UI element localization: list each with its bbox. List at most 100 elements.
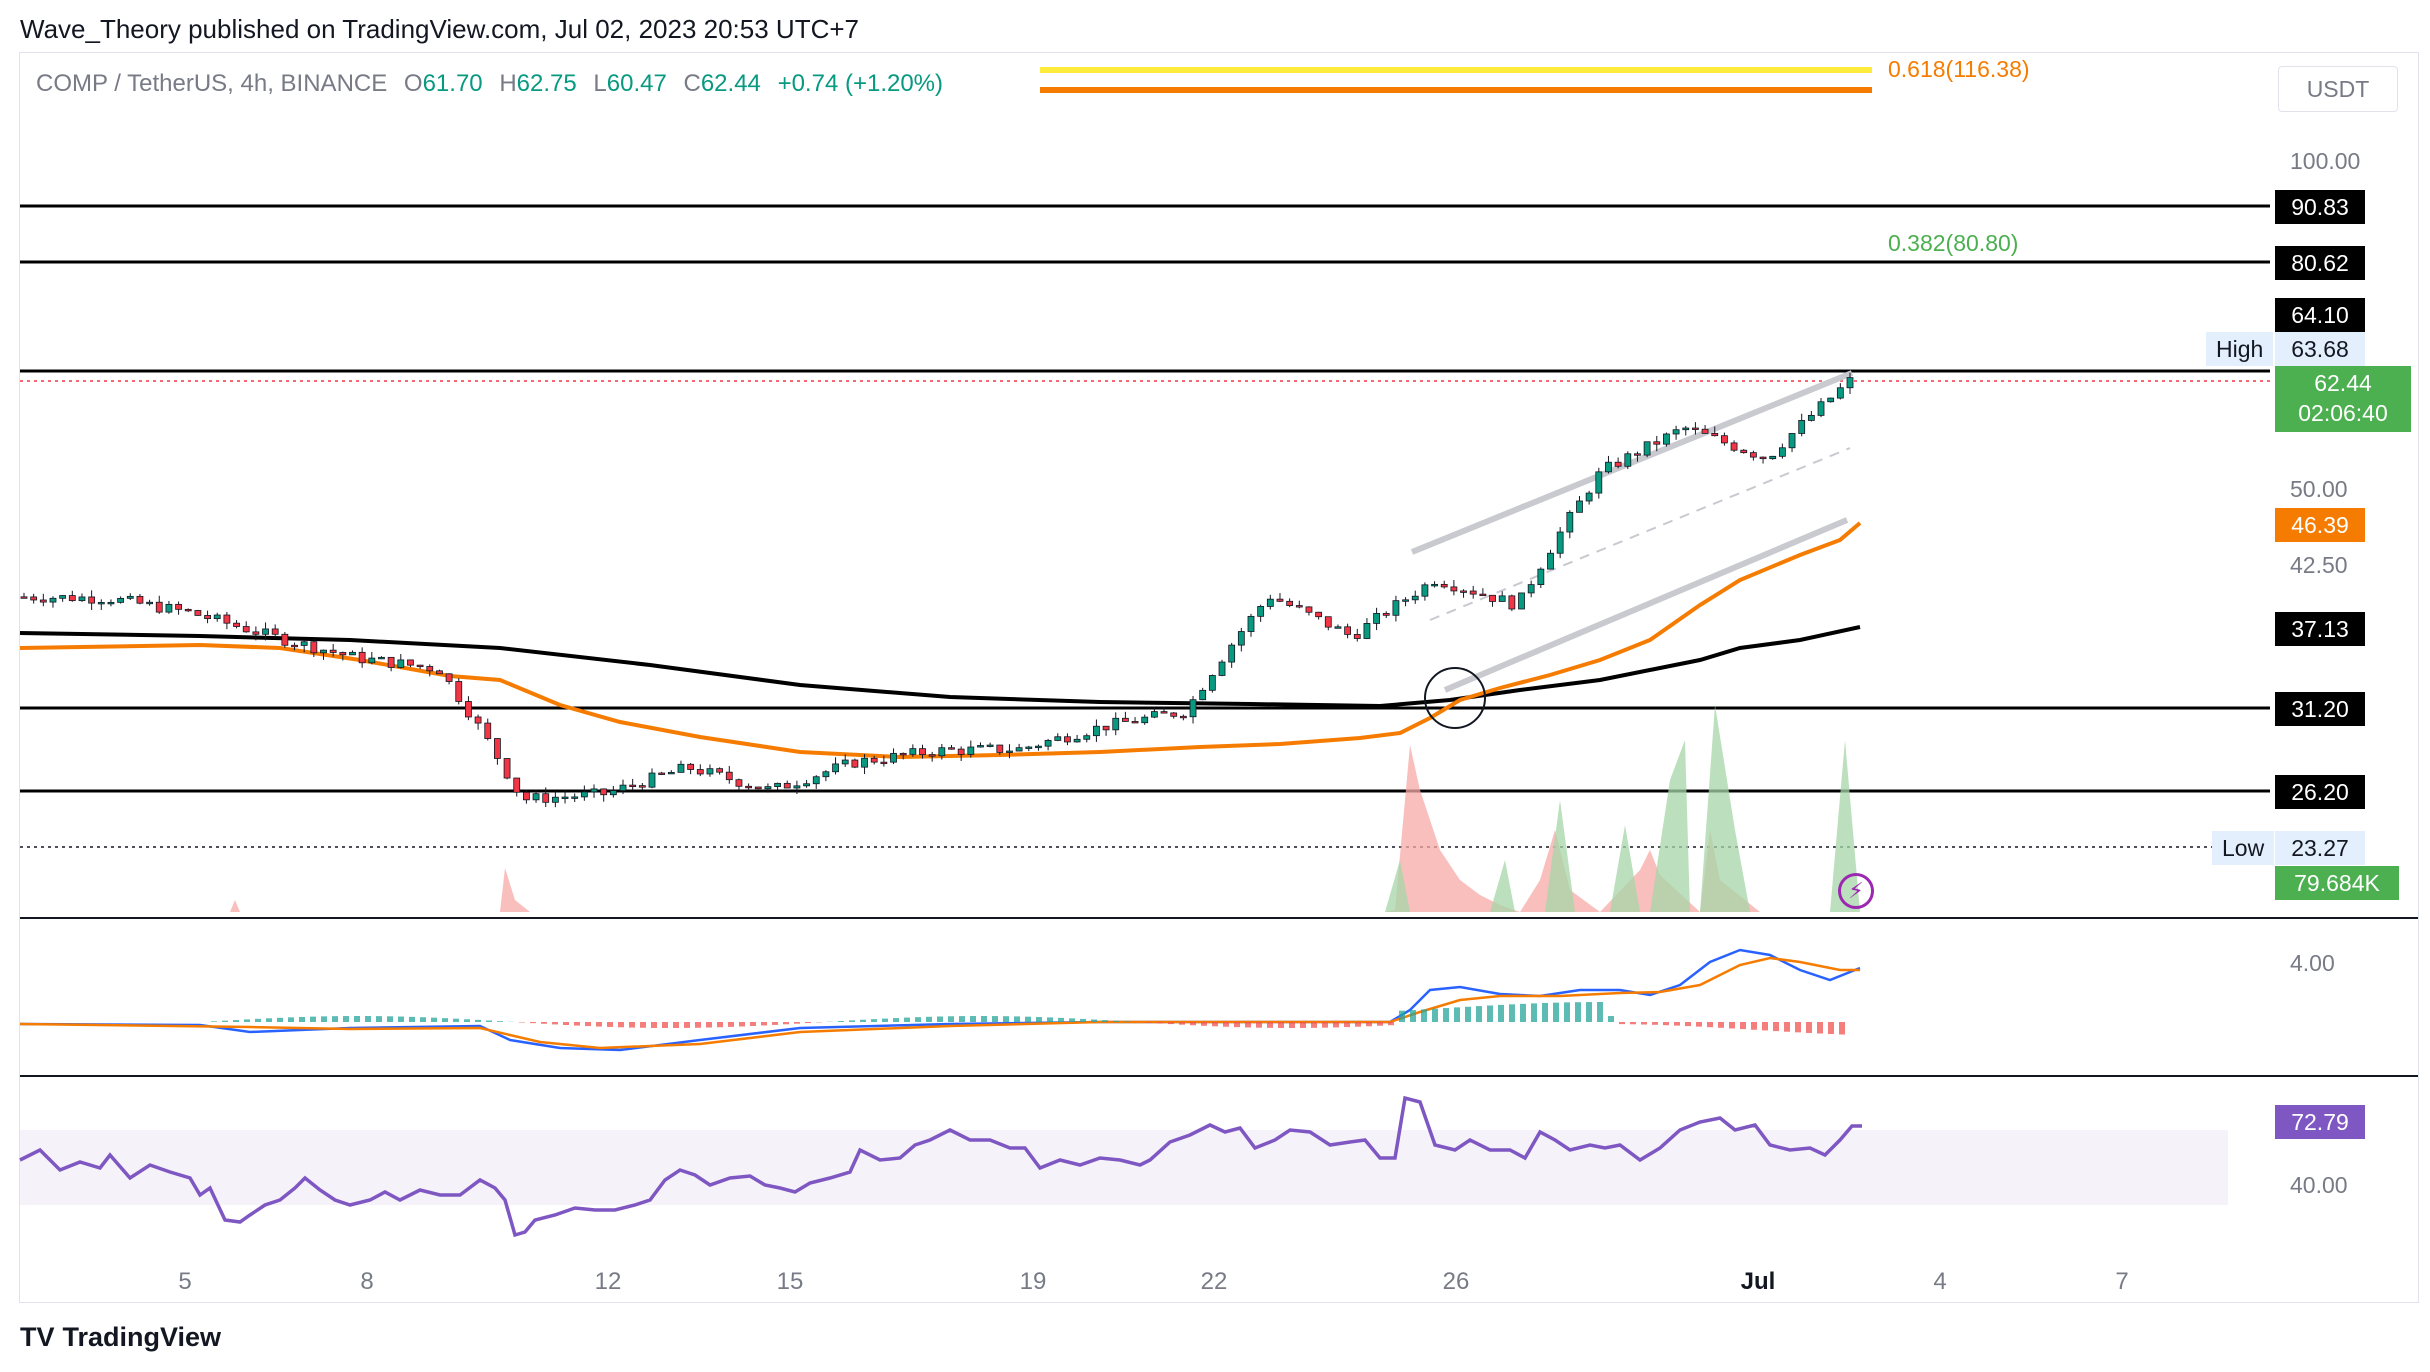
- macd-hist-bar: [1608, 1016, 1614, 1022]
- candle-body: [68, 595, 76, 602]
- candle-body: [39, 599, 47, 603]
- macd-hist-bar: [1817, 1022, 1823, 1034]
- macd-hist-bar: [706, 1022, 712, 1028]
- macd-hist-bar: [453, 1018, 459, 1022]
- candle-body: [1189, 699, 1197, 718]
- tradingview-logo[interactable]: TV TradingView: [20, 1322, 221, 1353]
- macd-hist-bar: [1509, 1004, 1515, 1022]
- macd-hist-bar: [211, 1021, 217, 1022]
- candle-body: [1807, 414, 1815, 421]
- macd-hist-bar: [838, 1021, 844, 1022]
- candle-body: [1044, 740, 1052, 747]
- lightning-bolt-icon[interactable]: ⚡: [1838, 873, 1874, 909]
- macd-hist-bar: [1564, 1002, 1570, 1022]
- macd-hist-bar: [1751, 1022, 1757, 1030]
- candle-body: [561, 796, 569, 799]
- candle-body: [948, 747, 955, 750]
- candle-body: [339, 652, 347, 656]
- macd-hist-bar: [871, 1019, 877, 1022]
- macd-hist-bar: [1190, 1022, 1196, 1026]
- candle-body: [300, 641, 308, 646]
- candle-body: [1305, 606, 1313, 613]
- candle-body: [165, 603, 173, 613]
- tradingview-logo-icon: TV: [20, 1322, 55, 1352]
- candle-body: [436, 670, 443, 675]
- candle-body: [1218, 661, 1226, 676]
- candle-body: [1054, 736, 1062, 741]
- macd-hist-bar: [805, 1022, 811, 1024]
- macd-hist-bar: [695, 1022, 701, 1028]
- macd-line: [19, 948, 1861, 1052]
- candle-body: [832, 763, 839, 773]
- candle-body: [1653, 441, 1661, 445]
- macd-hist-bar: [1146, 1022, 1152, 1023]
- candle-body: [1150, 711, 1158, 718]
- x-label-5: 5: [178, 1268, 192, 1295]
- close-label: C: [683, 70, 701, 97]
- candle-body: [1556, 531, 1564, 554]
- symbol-legend[interactable]: COMP / TetherUS, 4h, BINANCE O61.70 H62.…: [36, 70, 943, 98]
- macd-hist-bar: [629, 1022, 635, 1028]
- candle-body: [1382, 613, 1390, 616]
- macd-hist-bar: [1652, 1022, 1658, 1025]
- macd-hist-bar: [1399, 1010, 1405, 1022]
- candle-body: [1064, 736, 1071, 743]
- candle-body: [1624, 453, 1632, 467]
- high-label: H: [499, 70, 517, 97]
- macd-hist-bar: [1762, 1022, 1768, 1031]
- candle-body: [1266, 598, 1274, 607]
- macd-hist-bar: [1630, 1022, 1636, 1025]
- candle-body: [754, 786, 762, 790]
- x-label-7: 7: [2115, 1268, 2129, 1295]
- macd-hist-bar: [1454, 1007, 1460, 1022]
- candle-body: [378, 656, 385, 660]
- candle-body: [1614, 461, 1622, 467]
- price-tag-80.62: 80.62: [2275, 246, 2365, 280]
- candle-body: [1643, 441, 1651, 456]
- chart-frame[interactable]: [19, 52, 2419, 1303]
- candle-body: [1015, 747, 1023, 752]
- macd-hist-bar: [1696, 1022, 1702, 1027]
- candle-body: [1247, 615, 1255, 632]
- candle-body: [774, 782, 781, 788]
- macd-hist-bar: [552, 1022, 558, 1025]
- candle-body: [735, 779, 743, 787]
- macd-hist-bar: [1212, 1022, 1218, 1027]
- candle-body: [899, 752, 907, 756]
- candle-body: [658, 772, 666, 775]
- macd-hist-bar: [607, 1022, 613, 1027]
- candle-body: [803, 783, 810, 787]
- macd-hist-bar: [783, 1022, 789, 1025]
- macd-hist-bar: [750, 1022, 756, 1026]
- candle-body: [1344, 626, 1352, 635]
- candle-body: [1141, 716, 1149, 724]
- candle-body: [1276, 598, 1284, 602]
- macd-hist-bar: [794, 1022, 800, 1024]
- open-value: 61.70: [422, 70, 483, 97]
- macd-hist-bar: [354, 1016, 360, 1022]
- high-value: 62.75: [516, 70, 577, 97]
- candle-body: [1093, 725, 1100, 737]
- macd-hist-bar: [222, 1020, 228, 1022]
- candle-body: [1392, 600, 1400, 616]
- candle-body: [986, 744, 994, 747]
- candle-body: [1421, 584, 1429, 597]
- macd-hist-bar: [1355, 1022, 1361, 1027]
- symbol-name[interactable]: COMP / TetherUS, 4h, BINANCE: [36, 70, 388, 97]
- candle-body: [638, 785, 646, 788]
- close-value: 62.44: [700, 70, 761, 97]
- candle-body: [1817, 401, 1825, 416]
- candle-body: [155, 601, 163, 613]
- axis-label-100: 100.00: [2290, 148, 2361, 174]
- macd-hist-bar: [1157, 1022, 1163, 1024]
- candle-body: [677, 763, 685, 773]
- candle-body: [416, 664, 424, 668]
- candle-body: [1576, 500, 1583, 513]
- currency-button[interactable]: USDT: [2278, 66, 2398, 112]
- macd-hist-bar: [1025, 1016, 1031, 1022]
- candle-body: [291, 644, 298, 648]
- macd-hist-bar: [1498, 1004, 1504, 1022]
- macd-hist-bar: [1465, 1006, 1471, 1022]
- macd-hist-bar: [1784, 1022, 1790, 1032]
